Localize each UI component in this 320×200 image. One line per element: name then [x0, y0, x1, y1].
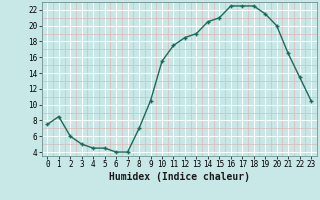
X-axis label: Humidex (Indice chaleur): Humidex (Indice chaleur) [109, 172, 250, 182]
